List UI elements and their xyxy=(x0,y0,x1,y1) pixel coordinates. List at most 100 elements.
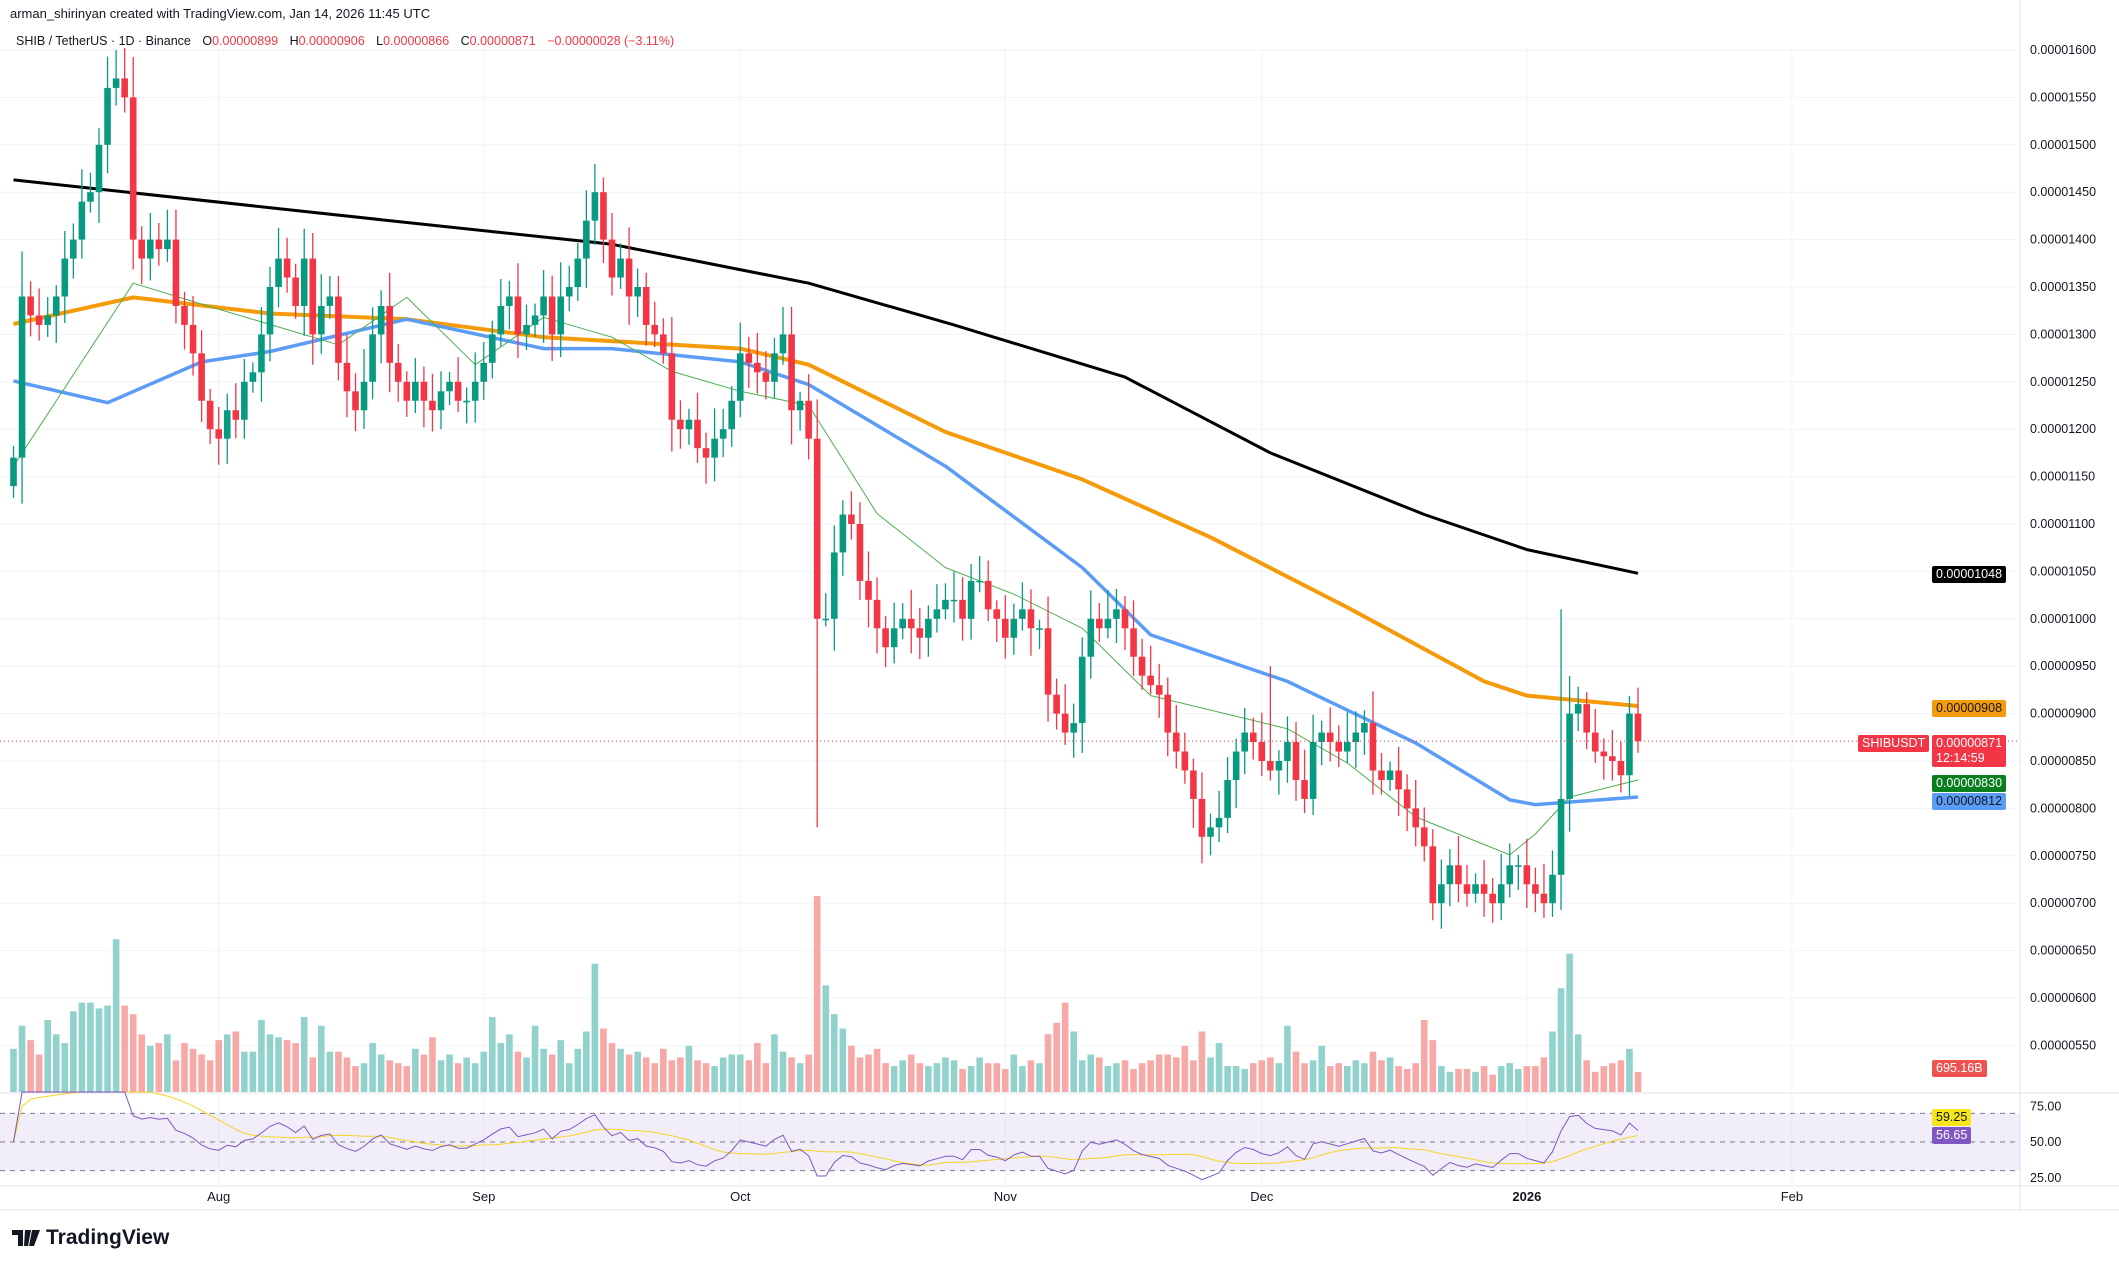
candle xyxy=(403,371,411,417)
candle-body xyxy=(660,334,667,354)
volume-bar xyxy=(1583,1060,1590,1092)
candle-body xyxy=(10,457,17,487)
moving-average-blue xyxy=(13,317,1639,807)
volume-bar xyxy=(677,1057,684,1092)
candle-body xyxy=(788,334,795,411)
volume-bar xyxy=(70,1011,77,1092)
candle xyxy=(1617,741,1625,793)
candle-body xyxy=(728,400,735,430)
volume-bar xyxy=(300,1017,308,1092)
volume-bar xyxy=(617,1048,624,1092)
candle-body xyxy=(1284,742,1291,761)
tradingview-logo[interactable]: TradingView xyxy=(12,1226,169,1250)
volume-bar xyxy=(326,1051,334,1092)
candle-body xyxy=(1335,742,1343,752)
open-value: 0.00000899 xyxy=(212,34,279,48)
volume-bar xyxy=(1557,988,1565,1092)
candle xyxy=(138,226,146,285)
volume-bar xyxy=(848,1045,855,1092)
volume-bar xyxy=(360,1063,368,1092)
volume-bar xyxy=(1173,1057,1180,1092)
volume-bar xyxy=(1361,1063,1368,1092)
volume-bar xyxy=(377,1054,385,1092)
candle xyxy=(1557,609,1565,910)
candle xyxy=(506,280,513,330)
candle-body xyxy=(625,258,633,297)
candle-body xyxy=(1130,628,1137,657)
candle xyxy=(95,128,103,224)
candle-body xyxy=(232,410,240,420)
candle-body xyxy=(1489,893,1496,904)
candle-body xyxy=(890,628,898,648)
volume-bar xyxy=(1207,1057,1214,1092)
volume-bar xyxy=(1344,1066,1351,1092)
candle xyxy=(121,48,128,113)
candle-body xyxy=(925,618,932,638)
candle xyxy=(181,291,188,350)
price-axis-label: 0.00001050 xyxy=(2030,564,2096,578)
symbol-title[interactable]: SHIB / TetherUS · 1D · Binance xyxy=(16,34,191,48)
volume-bar xyxy=(1061,1002,1069,1092)
candle-body xyxy=(258,334,265,373)
candle-body xyxy=(27,296,34,316)
volume-bar xyxy=(386,1060,393,1092)
candle xyxy=(865,551,872,628)
candle-body xyxy=(147,239,154,259)
volume-bar xyxy=(412,1048,419,1092)
volume-bar xyxy=(839,1028,847,1092)
volume-bar xyxy=(1335,1063,1343,1092)
last-price-tag: 0.00000871 12:14:59 xyxy=(1932,735,2007,767)
candle-body xyxy=(1309,742,1317,799)
candle-body xyxy=(471,381,479,401)
candle xyxy=(1600,738,1608,780)
candle xyxy=(771,337,778,399)
candle xyxy=(523,304,530,351)
rsi-axis-label: 75.00 xyxy=(2030,1099,2061,1113)
candle xyxy=(454,357,462,413)
candle-body xyxy=(480,362,488,382)
volume-bar xyxy=(27,1040,34,1092)
volume-bar xyxy=(1078,1060,1086,1092)
candle-body xyxy=(745,353,753,363)
candle xyxy=(352,373,359,432)
volume-bar xyxy=(873,1048,881,1092)
candle xyxy=(642,272,650,346)
volume-bar xyxy=(1369,1051,1377,1092)
candle-body xyxy=(651,324,659,335)
time-axis-label: Nov xyxy=(994,1189,1018,1204)
candle xyxy=(1215,790,1223,843)
candle xyxy=(1173,705,1180,769)
candle-body xyxy=(1173,732,1180,752)
candle xyxy=(1198,772,1206,864)
volume-bar xyxy=(1121,1060,1129,1092)
candle-body xyxy=(394,362,402,382)
moving-average-green xyxy=(13,282,1639,856)
candle xyxy=(634,268,641,317)
candle-body xyxy=(882,628,889,648)
volume-bar xyxy=(1506,1063,1514,1092)
volume-bar xyxy=(1258,1060,1266,1092)
candle-body xyxy=(548,296,556,335)
candle-body xyxy=(1053,694,1060,714)
volume-bar xyxy=(950,1060,958,1092)
high-value: 0.00000906 xyxy=(298,34,365,48)
candle-body xyxy=(70,239,77,259)
candle xyxy=(241,359,248,439)
candle-body xyxy=(386,305,393,363)
candle xyxy=(617,243,624,289)
candle-body xyxy=(848,514,855,524)
candle xyxy=(660,318,667,364)
candle xyxy=(463,387,470,424)
candle-body xyxy=(1583,704,1590,733)
volume-bar xyxy=(1395,1066,1402,1092)
volume-bar xyxy=(1224,1066,1231,1092)
price-axis-label: 0.00001400 xyxy=(2030,233,2096,247)
candle-body xyxy=(796,400,804,411)
time-axis-label: Sep xyxy=(472,1189,495,1204)
candle xyxy=(1326,707,1334,762)
volume-bar xyxy=(548,1054,556,1092)
volume-bar xyxy=(1096,1057,1103,1092)
candle-body xyxy=(35,315,43,325)
candle xyxy=(1002,595,1009,659)
